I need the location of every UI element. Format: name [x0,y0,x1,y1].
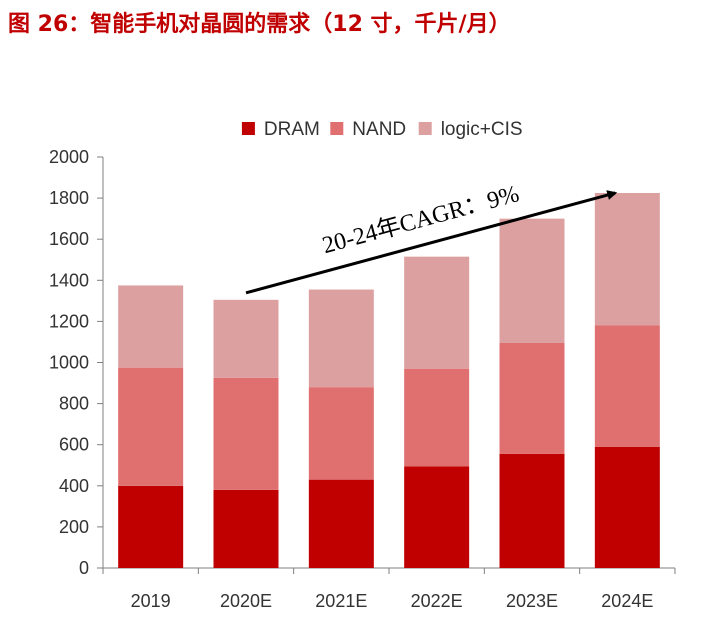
y-tick-label: 200 [59,517,89,537]
bar-segment-logic-cis [308,289,374,388]
bar-segment-nand [499,342,565,454]
x-tick-label: 2020E [220,591,272,611]
x-tick-label: 2019 [131,591,171,611]
bar-segment-dram [404,466,470,568]
x-tick-label: 2024E [601,591,653,611]
bar-segment-nand [404,368,470,467]
y-tick-label: 1600 [49,229,89,249]
bar-segment-logic-cis [404,256,470,369]
trend-arrow [245,190,618,295]
legend-swatch [330,122,344,135]
bar-segment-nand [118,367,184,486]
legend-label: DRAM [264,119,320,140]
bar-segment-logic-cis [499,218,565,343]
y-tick-label: 600 [59,435,89,455]
bar-segment-logic-cis [594,192,660,326]
y-tick-label: 800 [59,394,89,414]
bar-segment-nand [213,377,279,490]
legend-label: NAND [352,119,406,140]
bar-segment-nand [308,387,374,480]
y-tick-label: 400 [59,476,89,496]
bar-segment-dram [594,446,660,568]
y-tick-label: 1800 [49,188,89,208]
bar-segment-nand [594,325,660,447]
bar-segment-dram [213,489,279,568]
x-tick-label: 2021E [315,591,367,611]
cagr-label: 20-24年CAGR：9% [319,180,522,259]
legend-swatch [418,122,432,135]
y-tick-label: 1200 [49,311,89,331]
x-tick-label: 2023E [506,591,558,611]
bar-segment-logic-cis [213,299,279,378]
x-tick-label: 2022E [411,591,463,611]
y-tick-label: 2000 [49,147,89,167]
legend: DRAM NAND logic+CIS [241,119,523,140]
bar-segment-logic-cis [118,285,184,368]
legend-label: logic+CIS [441,119,523,140]
bar-segment-dram [308,479,374,568]
chart-title: 图 26：智能手机对晶圆的需求（12 寸，千片/月） [8,12,511,37]
x-axis: 2019 2020E 2021E 2022E 2023E 2024E [102,567,676,611]
bar-segment-dram [499,453,565,568]
bar-segment-dram [118,485,184,568]
y-axis: 0 200 400 600 800 1000 1200 1400 1600 1800 2000 [49,147,104,578]
y-tick-label: 0 [79,558,89,578]
bars [118,192,660,568]
legend-swatch [241,122,255,135]
y-tick-label: 1000 [49,353,89,373]
y-tick-label: 1400 [49,270,89,290]
